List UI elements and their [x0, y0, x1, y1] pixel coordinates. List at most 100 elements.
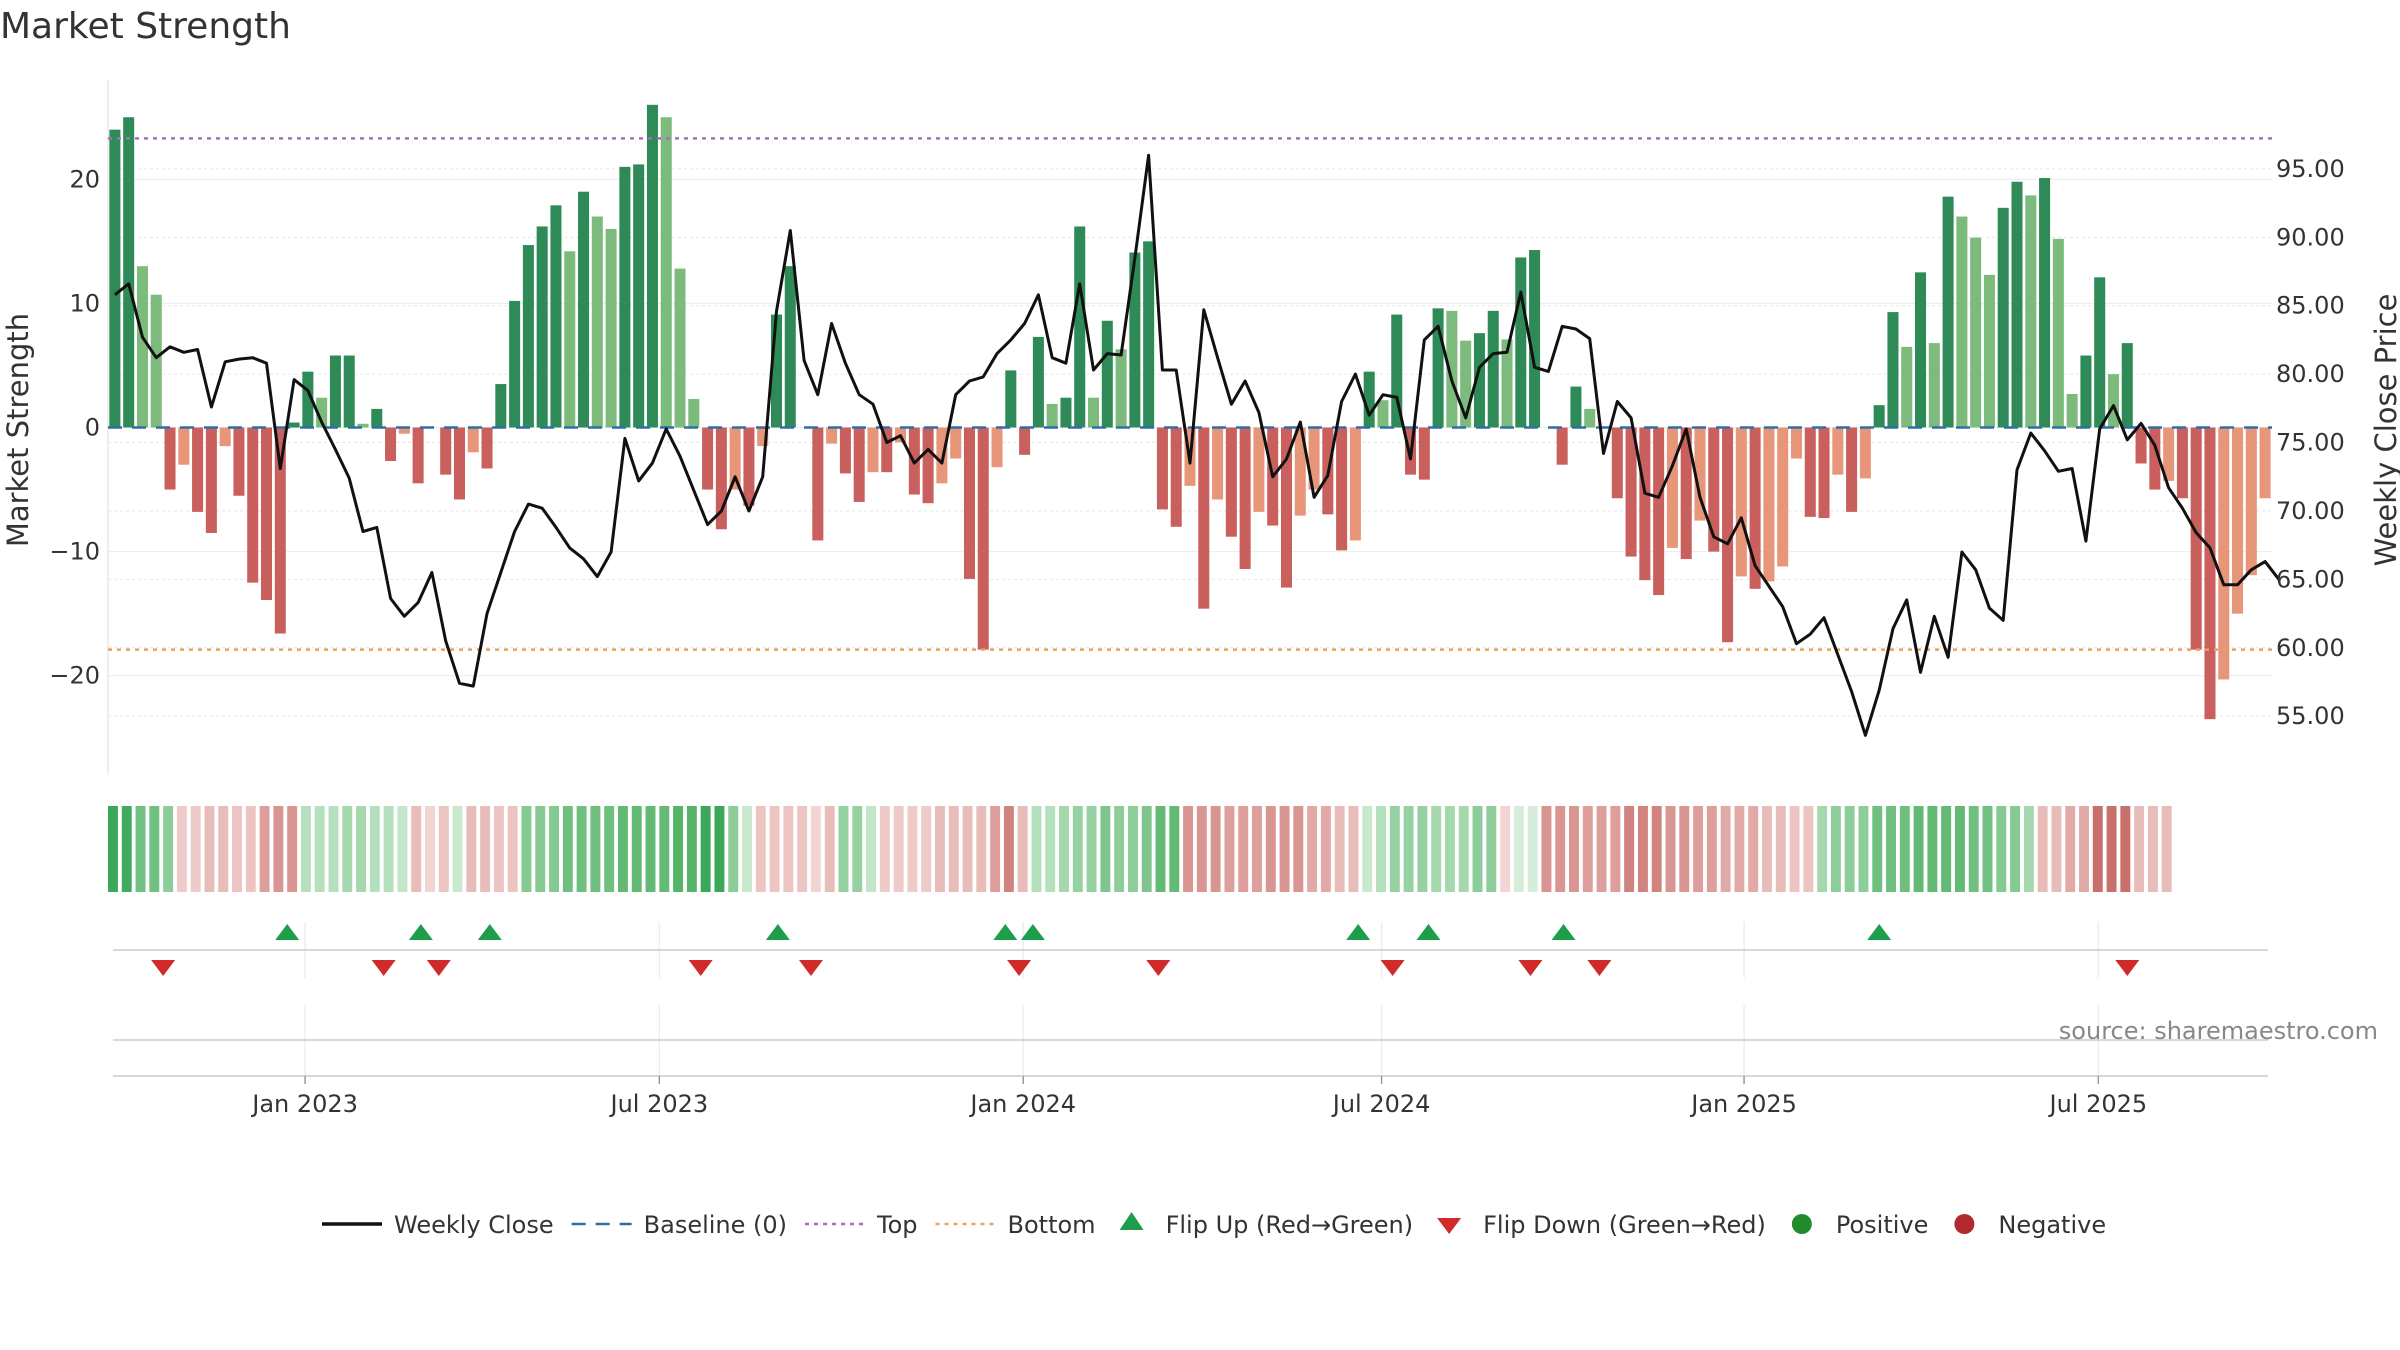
strip-cell — [425, 806, 435, 892]
strength-bar — [2107, 374, 2120, 428]
strength-bar — [1970, 237, 1982, 428]
strength-bar — [578, 191, 590, 428]
strength-bar — [922, 427, 934, 504]
strength-bar — [757, 427, 769, 447]
flip-down-marker — [1146, 960, 1171, 976]
strength-bar — [1735, 427, 1747, 577]
flip-down-marker — [1587, 960, 1612, 976]
strength-bar — [440, 427, 452, 475]
strip-cell — [1775, 806, 1786, 892]
strength-bar — [2080, 355, 2092, 428]
legend-item-bottom: Bottom — [935, 1211, 1096, 1239]
strip-cell — [1155, 806, 1166, 892]
strip-cell — [1734, 806, 1745, 892]
strip-cell — [1500, 806, 1511, 892]
strip-cell — [218, 806, 229, 892]
strip-cell — [1224, 806, 1235, 892]
strength-bar — [1997, 207, 2009, 428]
strength-bar — [2218, 427, 2230, 680]
strip-cell — [287, 806, 298, 892]
strength-bar — [1556, 427, 1568, 465]
strip-cell — [2147, 806, 2158, 892]
strip-cell — [2037, 806, 2048, 892]
strength-bar — [1156, 427, 1168, 510]
strip-cell — [1527, 806, 1538, 892]
legend-label: Negative — [1998, 1211, 2106, 1239]
strip-cell — [1045, 806, 1056, 892]
strength-bar — [1046, 403, 1058, 428]
strength-bar — [1983, 274, 1995, 428]
legend-item-top: Top — [805, 1211, 918, 1239]
strength-bar — [1515, 257, 1527, 428]
strength-bar — [260, 427, 273, 601]
strip-cell — [852, 806, 863, 892]
strength-bar — [743, 427, 755, 506]
legend-swatch-up — [1119, 1212, 1144, 1230]
strip-cell — [659, 806, 670, 892]
strength-bar — [357, 423, 369, 428]
strength-bar — [1170, 427, 1182, 527]
legend-item-positive: Positive — [1791, 1211, 1928, 1239]
strength-bar — [674, 268, 686, 428]
strength-bar — [343, 355, 355, 428]
flip-markers-panel — [113, 922, 2268, 978]
strip-cell — [797, 806, 808, 892]
strength-bar — [2039, 178, 2051, 428]
strip-cell — [2079, 806, 2089, 892]
strip-cell — [1348, 806, 1359, 892]
strip-cell — [135, 806, 146, 892]
strength-bar — [564, 251, 576, 428]
strength-bar — [1391, 314, 1403, 428]
strip-cell — [1996, 806, 2007, 892]
strip-cell — [866, 806, 877, 892]
strength-bar — [2190, 427, 2202, 650]
strength-bar — [219, 427, 231, 447]
strength-bar — [467, 427, 479, 453]
strength-bar — [1790, 427, 1802, 459]
y-tick-right-label: 55.00 — [2276, 702, 2345, 730]
strip-cell — [1072, 806, 1083, 892]
legend-label: Flip Up (Red→Green) — [1166, 1211, 1414, 1239]
strip-cell — [893, 806, 904, 892]
strength-bar — [1377, 400, 1389, 428]
flip-up-marker — [477, 924, 502, 940]
strength-bar — [881, 427, 893, 473]
flip-down-marker — [371, 960, 396, 976]
strip-cell — [631, 806, 642, 892]
chart-title: Market Strength — [0, 6, 291, 47]
strip-cell — [108, 806, 118, 892]
strip-cell — [1665, 806, 1676, 892]
strength-bar — [178, 427, 190, 465]
strength-bar — [164, 427, 176, 490]
strength-bar — [853, 427, 865, 502]
strip-cell — [1941, 806, 1952, 892]
strength-bar — [619, 166, 631, 428]
strip-cell — [617, 806, 628, 892]
strip-cell — [1555, 806, 1566, 892]
legend-item-flip-up: Flip Up (Red→Green) — [1119, 1211, 1414, 1239]
strip-cell — [273, 806, 284, 892]
strip-cell — [1210, 806, 1221, 892]
legend-label: Flip Down (Green→Red) — [1483, 1211, 1766, 1239]
strip-cell — [1458, 806, 1469, 892]
strip-cell — [879, 806, 890, 892]
flip-down-marker — [798, 960, 823, 976]
y-tick-right-label: 75.00 — [2276, 429, 2345, 457]
y-tick-left-label: −10 — [49, 538, 100, 566]
legend-swatch-down — [1437, 1218, 1462, 1234]
strength-bar — [192, 427, 204, 512]
strength-bar — [1625, 427, 1637, 557]
strip-cell — [1417, 806, 1428, 892]
strength-bar — [2066, 393, 2078, 428]
strip-cell — [907, 806, 918, 892]
strength-bar — [1777, 427, 1789, 567]
strength-bar — [2149, 427, 2161, 490]
x-tick-label: Jan 2025 — [1689, 1090, 1797, 1118]
y-tick-left-label: −20 — [49, 662, 100, 690]
empty-panel — [113, 1005, 2268, 1077]
strength-bar — [1308, 427, 1320, 490]
legend-swatch-circle — [1791, 1214, 1812, 1234]
strip-cell — [397, 806, 408, 892]
flip-up-marker — [1346, 924, 1371, 940]
strip-cell — [1100, 806, 1111, 892]
